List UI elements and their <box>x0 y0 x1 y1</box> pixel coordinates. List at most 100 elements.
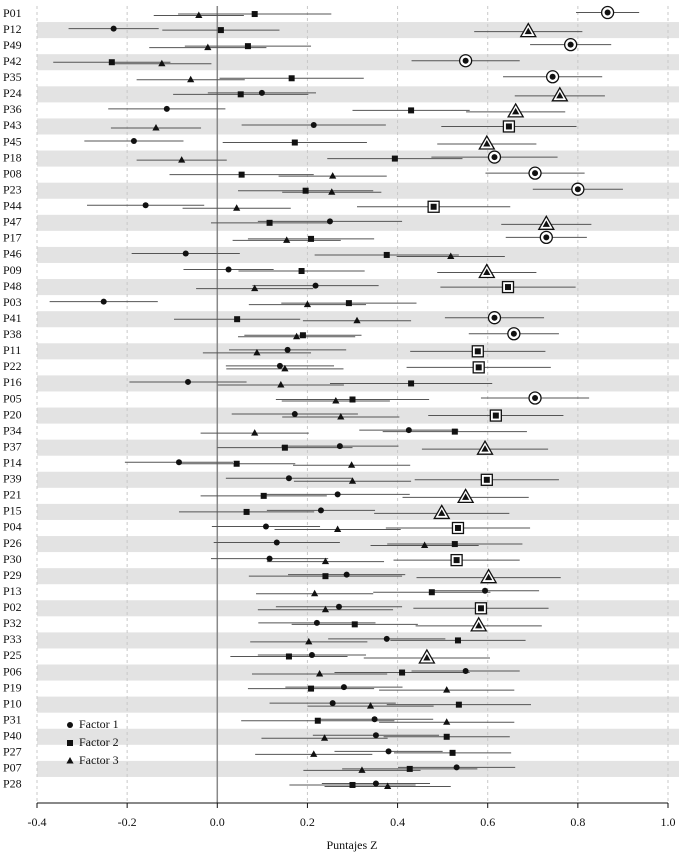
y-tick-label: P18 <box>3 150 22 164</box>
marker <box>329 700 336 707</box>
marker-shape <box>251 284 259 292</box>
marker <box>67 722 73 728</box>
marker-shape <box>67 722 73 728</box>
marker-shape <box>334 525 342 532</box>
marker <box>450 553 463 567</box>
marker <box>571 182 585 196</box>
marker <box>507 327 521 341</box>
marker-shape <box>225 266 232 273</box>
marker-shape <box>130 138 137 145</box>
marker-shape <box>291 139 298 146</box>
marker <box>537 215 555 230</box>
y-tick-label: P17 <box>3 231 22 245</box>
marker-shape <box>358 766 366 773</box>
marker <box>545 70 560 84</box>
marker <box>326 218 333 225</box>
row-band <box>37 118 679 135</box>
marker-shape <box>312 282 319 289</box>
y-tick-label: P23 <box>3 182 22 196</box>
marker <box>472 361 485 374</box>
marker <box>480 473 493 486</box>
marker-shape <box>178 156 186 163</box>
marker <box>260 492 267 499</box>
marker <box>451 521 465 535</box>
marker <box>67 740 73 746</box>
row-band <box>37 439 679 456</box>
marker-shape <box>302 187 309 194</box>
marker <box>372 732 379 739</box>
marker-shape <box>483 476 490 483</box>
marker <box>455 701 462 708</box>
marker <box>178 156 186 163</box>
marker <box>108 59 115 66</box>
marker-shape <box>454 637 461 644</box>
marker-shape <box>454 524 461 531</box>
marker <box>349 396 356 403</box>
marker-shape <box>399 669 406 676</box>
y-tick-label: P43 <box>3 118 22 132</box>
marker <box>266 219 273 226</box>
marker-shape <box>385 748 392 755</box>
marker-shape <box>308 685 315 692</box>
marker <box>291 139 298 146</box>
marker <box>366 702 375 709</box>
marker <box>476 439 494 455</box>
marker <box>371 716 378 723</box>
y-tick-label: P38 <box>3 327 22 341</box>
marker-shape <box>543 234 550 241</box>
marker <box>519 22 537 38</box>
marker <box>302 187 309 194</box>
marker <box>433 504 451 520</box>
marker <box>383 635 390 642</box>
marker-shape <box>504 284 511 291</box>
marker <box>353 316 361 324</box>
marker <box>66 757 74 764</box>
marker-shape <box>337 413 345 420</box>
marker <box>478 134 496 150</box>
legend-label: Factor 1 <box>79 717 119 731</box>
marker-shape <box>451 541 458 548</box>
marker <box>418 648 436 664</box>
marker <box>328 188 336 195</box>
marker <box>314 717 321 724</box>
marker-shape <box>475 621 483 629</box>
y-tick-label: P48 <box>3 279 22 293</box>
x-tick-label: 0.2 <box>300 815 315 829</box>
marker <box>501 280 515 294</box>
marker-shape <box>383 635 390 642</box>
marker <box>130 138 137 145</box>
marker-shape <box>285 475 292 482</box>
marker <box>343 571 350 578</box>
marker-shape <box>283 236 291 243</box>
marker-shape <box>491 314 498 321</box>
marker <box>345 300 352 307</box>
marker-shape <box>187 75 195 83</box>
marker-shape <box>423 653 431 661</box>
y-tick-label: P24 <box>3 86 22 100</box>
marker-shape <box>262 523 269 530</box>
marker <box>385 748 392 755</box>
y-tick-label: P31 <box>3 712 22 726</box>
marker-shape <box>349 781 356 788</box>
marker-shape <box>204 43 212 51</box>
marker-shape <box>273 539 280 546</box>
marker-shape <box>314 717 321 724</box>
marker <box>110 25 117 32</box>
marker-shape <box>233 204 241 211</box>
y-tick-label: P32 <box>3 616 22 630</box>
marker-shape <box>391 155 398 162</box>
marker <box>321 557 330 565</box>
marker <box>273 539 280 546</box>
row-band <box>37 696 679 713</box>
marker <box>457 488 475 504</box>
row-band <box>37 536 679 553</box>
marker-shape <box>491 154 498 161</box>
row-band <box>37 728 679 745</box>
marker-shape <box>451 428 458 435</box>
marker <box>563 38 578 52</box>
marker <box>251 284 259 292</box>
marker-shape <box>443 686 451 693</box>
marker <box>317 507 324 514</box>
marker <box>310 750 318 757</box>
marker <box>258 89 265 96</box>
